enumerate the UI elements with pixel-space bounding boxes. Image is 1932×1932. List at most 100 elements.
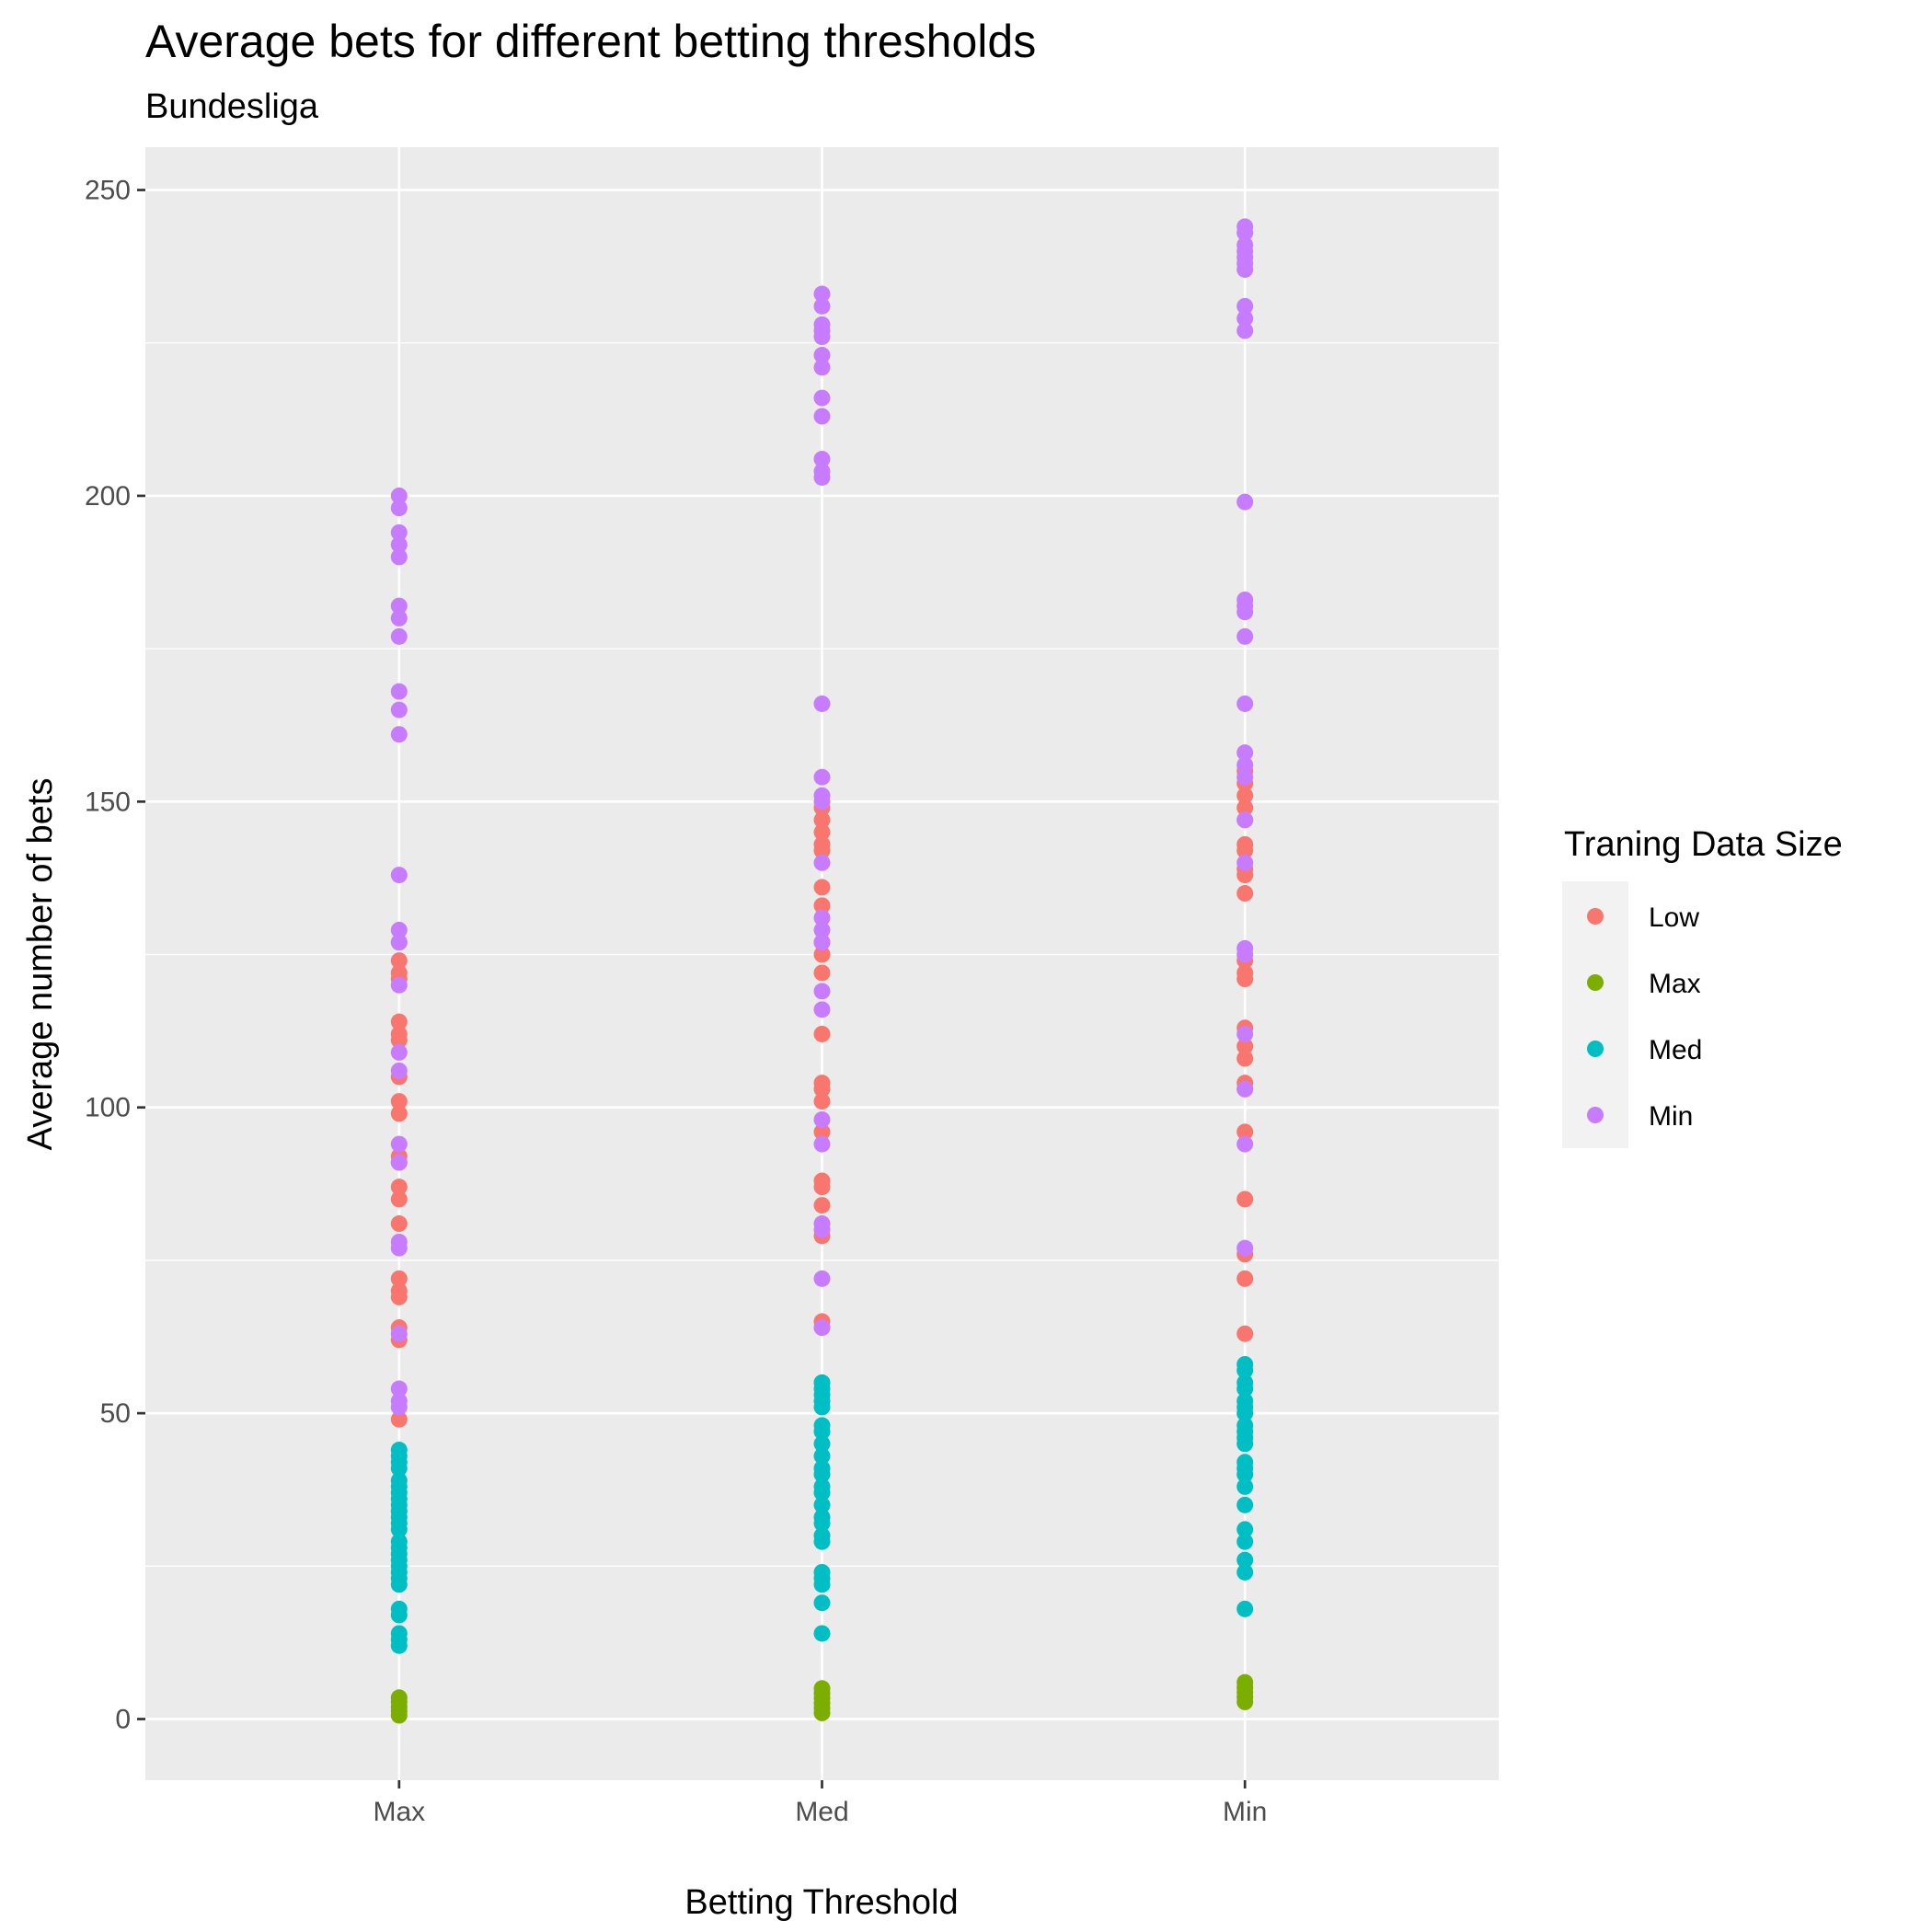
data-point-med bbox=[1236, 1496, 1254, 1513]
data-point-low bbox=[1236, 1050, 1254, 1067]
data-point-low bbox=[390, 1215, 408, 1233]
x-axis: Max Med Min bbox=[373, 1780, 1267, 1827]
data-point-low bbox=[1236, 787, 1254, 804]
x-tick-label: Med bbox=[795, 1797, 848, 1827]
y-tick-label: 50 bbox=[100, 1398, 131, 1429]
data-point-med bbox=[813, 1447, 831, 1465]
data-point-min bbox=[1236, 695, 1254, 712]
data-point-min bbox=[813, 285, 831, 303]
data-point-min bbox=[390, 1325, 408, 1342]
data-point-med bbox=[813, 1594, 831, 1612]
data-point-min bbox=[813, 297, 831, 315]
data-point-med bbox=[1236, 1521, 1254, 1538]
legend-label-min: Min bbox=[1649, 1101, 1693, 1132]
data-point-med bbox=[813, 1484, 831, 1501]
data-point-low bbox=[813, 879, 831, 896]
data-point-low bbox=[813, 1123, 831, 1141]
data-point-low bbox=[1236, 867, 1254, 884]
data-point-min bbox=[1236, 260, 1254, 278]
y-tick-label: 150 bbox=[85, 787, 131, 817]
data-point-min bbox=[1236, 297, 1254, 315]
data-point-min bbox=[813, 1319, 831, 1337]
data-point-min bbox=[390, 1398, 408, 1416]
data-point-med bbox=[1236, 1533, 1254, 1550]
legend-key-background bbox=[1562, 881, 1628, 1148]
data-point-min bbox=[813, 408, 831, 425]
data-point-min bbox=[1236, 224, 1254, 242]
data-point-min bbox=[390, 1154, 408, 1171]
data-point-low bbox=[1236, 971, 1254, 988]
data-point-min bbox=[1236, 1239, 1254, 1257]
data-point-low bbox=[390, 1031, 408, 1049]
x-tick-label: Max bbox=[373, 1797, 425, 1827]
data-point-med bbox=[813, 1423, 831, 1441]
data-point-low bbox=[1236, 1190, 1254, 1208]
data-point-med bbox=[390, 1637, 408, 1654]
data-point-min bbox=[390, 536, 408, 554]
data-point-min bbox=[813, 1135, 831, 1153]
data-point-med bbox=[1236, 1405, 1254, 1422]
data-point-med bbox=[1236, 1600, 1254, 1617]
data-point-low bbox=[813, 823, 831, 841]
data-point-min bbox=[390, 548, 408, 566]
legend-label-med: Med bbox=[1649, 1035, 1702, 1065]
data-point-max bbox=[390, 1707, 408, 1724]
data-point-low bbox=[813, 964, 831, 982]
data-point-min bbox=[390, 701, 408, 719]
data-point-min bbox=[1236, 946, 1254, 963]
data-point-min bbox=[813, 854, 831, 871]
legend-title: Traning Data Size bbox=[1564, 825, 1843, 864]
data-point-min bbox=[813, 1221, 831, 1238]
data-point-min bbox=[1236, 1135, 1254, 1153]
data-point-med bbox=[1236, 1362, 1254, 1379]
data-point-min bbox=[1236, 854, 1254, 871]
data-point-med bbox=[1236, 1380, 1254, 1397]
legend-key-max bbox=[1587, 974, 1604, 991]
data-point-min bbox=[390, 1043, 408, 1061]
data-point-min bbox=[390, 921, 408, 938]
data-point-med bbox=[813, 1496, 831, 1513]
data-point-low bbox=[390, 1270, 408, 1287]
data-point-min bbox=[813, 695, 831, 712]
data-point-min bbox=[1236, 756, 1254, 774]
data-point-low bbox=[1236, 1038, 1254, 1055]
data-point-med bbox=[390, 1521, 408, 1538]
data-point-low bbox=[813, 1197, 831, 1214]
data-point-min bbox=[390, 523, 408, 541]
data-point-min bbox=[813, 983, 831, 1000]
data-point-med bbox=[1236, 1435, 1254, 1453]
data-point-min bbox=[390, 627, 408, 645]
data-point-min bbox=[813, 347, 831, 364]
data-point-min bbox=[813, 468, 831, 486]
data-point-med bbox=[813, 1435, 831, 1453]
data-point-med bbox=[390, 1459, 408, 1477]
data-point-min bbox=[390, 934, 408, 951]
data-point-min bbox=[390, 867, 408, 884]
data-point-min bbox=[813, 909, 831, 926]
data-point-min bbox=[813, 389, 831, 407]
data-point-low bbox=[390, 1190, 408, 1208]
data-point-med bbox=[1236, 1478, 1254, 1495]
data-point-min bbox=[1236, 811, 1254, 829]
data-point-min bbox=[813, 1001, 831, 1018]
data-point-min bbox=[390, 609, 408, 627]
data-point-low bbox=[813, 1093, 831, 1110]
data-point-min bbox=[1236, 322, 1254, 339]
legend-label-low: Low bbox=[1649, 903, 1699, 933]
legend-key-min bbox=[1587, 1107, 1604, 1123]
data-point-min bbox=[1236, 310, 1254, 328]
data-point-min bbox=[813, 1270, 831, 1287]
data-point-low bbox=[813, 811, 831, 829]
x-tick-label: Min bbox=[1223, 1797, 1267, 1827]
data-point-low bbox=[390, 1013, 408, 1030]
data-point-low bbox=[1236, 1325, 1254, 1342]
data-point-min bbox=[813, 359, 831, 376]
y-axis: 0 50 100 150 200 250 bbox=[85, 176, 145, 1735]
data-point-min bbox=[390, 500, 408, 517]
data-point-low bbox=[1236, 1270, 1254, 1287]
data-point-low bbox=[390, 1179, 408, 1196]
data-points bbox=[390, 218, 1254, 1724]
data-point-min bbox=[390, 1062, 408, 1079]
data-point-med bbox=[390, 1576, 408, 1593]
data-point-min bbox=[1236, 1080, 1254, 1098]
